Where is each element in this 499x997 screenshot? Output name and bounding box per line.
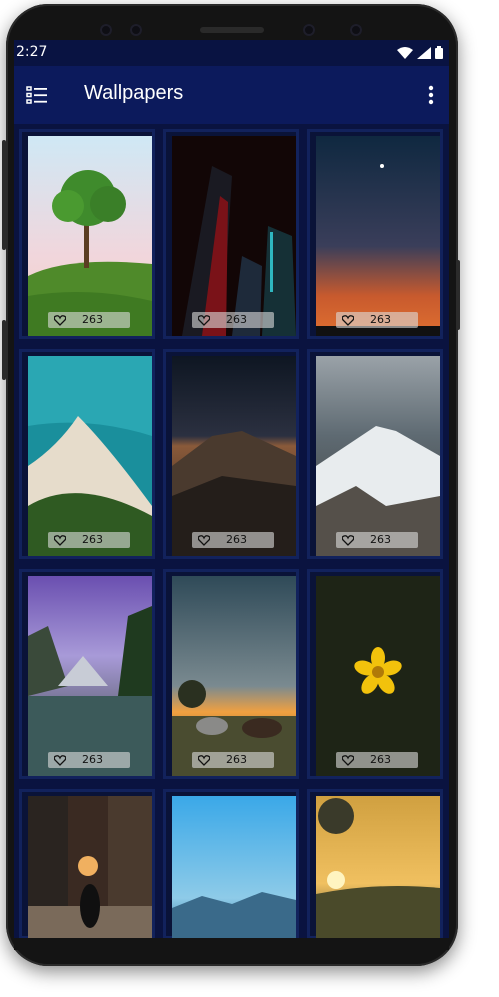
menu-icon[interactable] xyxy=(26,85,48,105)
wallpaper-card[interactable]: 263 xyxy=(19,129,155,339)
signal-icon xyxy=(417,46,431,59)
power-button xyxy=(456,260,460,330)
like-count: 263 xyxy=(226,753,247,766)
heart-icon xyxy=(342,754,354,766)
wallpaper-card[interactable]: 263 xyxy=(163,129,299,339)
like-bar[interactable]: 263 xyxy=(336,532,418,548)
wallpaper-image-sunset-sky xyxy=(316,136,440,336)
wallpaper-image-horses-sunset xyxy=(172,576,296,776)
wallpaper-image-skyscrapers xyxy=(172,136,296,336)
like-bar[interactable]: 263 xyxy=(48,532,130,548)
sensor xyxy=(130,24,142,36)
wallpaper-image-city-street xyxy=(28,796,152,938)
iris-sensor xyxy=(350,24,362,36)
like-bar[interactable]: 263 xyxy=(48,312,130,328)
wallpaper-card[interactable]: 263 xyxy=(307,129,443,339)
screen: 2:27 Wallpapers xyxy=(14,40,449,938)
screen-bezel-bottom xyxy=(14,938,449,950)
wallpaper-card[interactable]: 263 xyxy=(19,349,155,559)
wallpaper-image-snowy-peak xyxy=(316,356,440,556)
heart-icon xyxy=(342,534,354,546)
front-camera-2 xyxy=(303,24,315,36)
wallpaper-image-blue-lake xyxy=(172,796,296,938)
wallpaper-card[interactable]: 263 xyxy=(163,349,299,559)
wallpaper-image-yellow-flower xyxy=(316,576,440,776)
like-bar[interactable]: 263 xyxy=(336,752,418,768)
wallpaper-grid: 263 263 xyxy=(14,124,449,938)
earpiece-speaker xyxy=(200,27,264,33)
wallpaper-image-lake-forest xyxy=(28,576,152,776)
wallpaper-image-golden-sunrise xyxy=(316,796,440,938)
heart-icon xyxy=(54,534,66,546)
like-count: 263 xyxy=(226,533,247,546)
heart-icon xyxy=(198,314,210,326)
status-bar: 2:27 xyxy=(14,40,449,66)
bixby-button xyxy=(2,320,6,380)
like-bar[interactable]: 263 xyxy=(336,312,418,328)
heart-icon xyxy=(54,314,66,326)
battery-icon xyxy=(435,46,443,59)
like-count: 263 xyxy=(82,753,103,766)
wallpaper-card[interactable] xyxy=(307,789,443,938)
wifi-icon xyxy=(397,46,413,59)
heart-icon xyxy=(342,314,354,326)
like-bar[interactable]: 263 xyxy=(192,532,274,548)
heart-icon xyxy=(198,754,210,766)
wallpaper-card[interactable]: 263 xyxy=(307,569,443,779)
app-bar: Wallpapers xyxy=(14,66,449,124)
like-count: 263 xyxy=(82,313,103,326)
wallpaper-card[interactable] xyxy=(19,789,155,938)
like-count: 263 xyxy=(226,313,247,326)
heart-icon xyxy=(54,754,66,766)
heart-icon xyxy=(198,534,210,546)
wallpaper-image-tree xyxy=(28,136,152,336)
wallpaper-card[interactable]: 263 xyxy=(163,569,299,779)
like-count: 263 xyxy=(370,533,391,546)
wallpaper-image-beach xyxy=(28,356,152,556)
more-options-icon[interactable] xyxy=(421,84,441,106)
like-count: 263 xyxy=(82,533,103,546)
front-camera xyxy=(100,24,112,36)
like-bar[interactable]: 263 xyxy=(192,752,274,768)
status-icons xyxy=(397,46,443,59)
like-bar[interactable]: 263 xyxy=(48,752,130,768)
status-time: 2:27 xyxy=(16,44,48,60)
like-count: 263 xyxy=(370,313,391,326)
volume-button xyxy=(2,140,6,250)
wallpaper-card[interactable]: 263 xyxy=(19,569,155,779)
like-bar[interactable]: 263 xyxy=(192,312,274,328)
like-count: 263 xyxy=(370,753,391,766)
wallpaper-image-mountain-night xyxy=(172,356,296,556)
wallpaper-card[interactable] xyxy=(163,789,299,938)
wallpaper-card[interactable]: 263 xyxy=(307,349,443,559)
page-title: Wallpapers xyxy=(84,82,184,104)
